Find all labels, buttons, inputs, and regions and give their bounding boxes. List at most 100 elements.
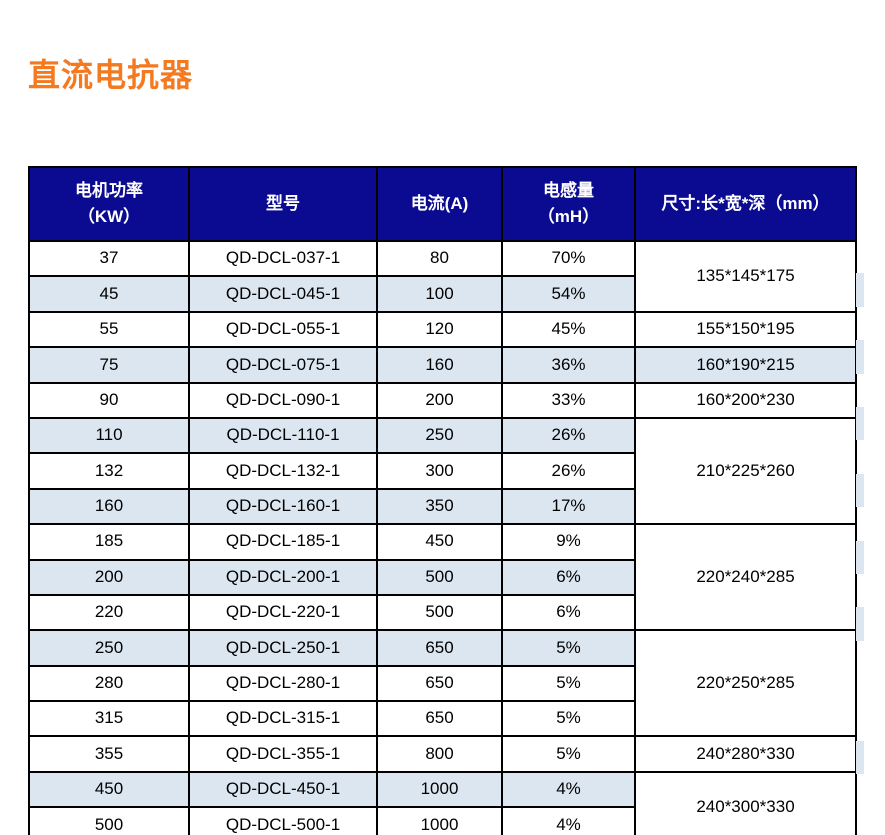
current-cell: 450 bbox=[376, 523, 503, 561]
edge-shading-segment bbox=[856, 740, 864, 775]
table-row: 250 QD-DCL-250-1 650 5% 220*250*285 bbox=[28, 629, 857, 738]
current-cell: 160 bbox=[376, 346, 503, 384]
power-cell: 185 bbox=[28, 523, 190, 561]
edge-shading-segment bbox=[856, 406, 864, 441]
size-cell: 210*225*260 bbox=[634, 416, 857, 526]
header-dimensions: 尺寸:长*宽*深（mm） bbox=[634, 166, 857, 242]
model-cell: QD-DCL-045-1 bbox=[188, 275, 378, 313]
model-cell: QD-DCL-280-1 bbox=[188, 664, 378, 703]
table-row: 55 QD-DCL-055-1 120 45% 155*150*195 bbox=[28, 310, 857, 349]
inductance-cell: 5% bbox=[501, 664, 636, 703]
edge-shading-segment bbox=[856, 774, 864, 807]
model-cell: QD-DCL-055-1 bbox=[188, 310, 378, 349]
power-cell: 250 bbox=[28, 629, 190, 667]
current-cell: 200 bbox=[376, 381, 503, 419]
edge-shading-segment bbox=[856, 641, 864, 674]
power-cell: 355 bbox=[28, 735, 190, 773]
inductance-cell: 33% bbox=[501, 381, 636, 419]
power-cell: 200 bbox=[28, 558, 190, 596]
model-cell: QD-DCL-450-1 bbox=[188, 770, 378, 809]
table-row: 315 QD-DCL-315-1 650 5% bbox=[28, 700, 856, 738]
size-cell: 240*300*330 bbox=[634, 770, 857, 835]
table-row: 220 QD-DCL-220-1 500 6% bbox=[28, 593, 856, 632]
current-cell: 650 bbox=[376, 629, 503, 667]
model-cell: QD-DCL-090-1 bbox=[188, 381, 378, 419]
current-cell: 650 bbox=[376, 700, 503, 738]
inductance-cell: 5% bbox=[501, 735, 636, 773]
size-cell: 240*280*330 bbox=[634, 735, 857, 773]
inductance-cell: 54% bbox=[501, 275, 636, 313]
power-cell: 75 bbox=[28, 346, 190, 384]
size-cell: 160*190*215 bbox=[634, 346, 857, 384]
inductance-cell: 45% bbox=[501, 310, 636, 349]
edge-shading-segment bbox=[856, 440, 864, 473]
power-cell: 55 bbox=[28, 310, 190, 349]
current-cell: 100 bbox=[376, 275, 503, 313]
table-row: 185 QD-DCL-185-1 450 9% 220*240*285 bbox=[28, 523, 857, 632]
model-cell: QD-DCL-160-1 bbox=[188, 487, 378, 526]
header-inductance: 电感量 （mH） bbox=[501, 166, 636, 242]
inductance-cell: 6% bbox=[501, 593, 636, 632]
power-cell: 450 bbox=[28, 770, 190, 809]
model-cell: QD-DCL-220-1 bbox=[188, 593, 378, 632]
current-cell: 1000 bbox=[376, 806, 503, 835]
model-cell: QD-DCL-250-1 bbox=[188, 629, 378, 667]
table-row: 45 QD-DCL-045-1 100 54% bbox=[28, 275, 856, 313]
current-cell: 650 bbox=[376, 664, 503, 703]
power-cell: 132 bbox=[28, 452, 190, 490]
size-cell: 160*200*230 bbox=[634, 381, 857, 419]
size-cell: 220*250*285 bbox=[634, 629, 857, 738]
model-cell: QD-DCL-037-1 bbox=[188, 239, 378, 278]
model-cell: QD-DCL-075-1 bbox=[188, 346, 378, 384]
table-header: 电机功率 （KW） 型号 电流(A) 电感量 （mH） 尺寸:长*宽*深（mm） bbox=[28, 166, 857, 242]
header-row: 电机功率 （KW） 型号 电流(A) 电感量 （mH） 尺寸:长*宽*深（mm） bbox=[28, 166, 857, 242]
model-cell: QD-DCL-132-1 bbox=[188, 452, 378, 490]
current-cell: 500 bbox=[376, 593, 503, 632]
edge-shading-segment bbox=[856, 240, 864, 273]
power-cell: 220 bbox=[28, 593, 190, 632]
edge-shading-segment bbox=[856, 707, 864, 740]
power-cell: 160 bbox=[28, 487, 190, 526]
edge-shading-segment bbox=[856, 674, 864, 707]
size-cell: 220*240*285 bbox=[634, 523, 857, 632]
current-cell: 1000 bbox=[376, 770, 503, 809]
edge-shading-segment bbox=[856, 273, 864, 307]
power-cell: 315 bbox=[28, 700, 190, 738]
inductance-cell: 5% bbox=[501, 629, 636, 667]
current-cell: 500 bbox=[376, 558, 503, 596]
table-row: 75 QD-DCL-075-1 160 36% 160*190*215 bbox=[28, 346, 857, 384]
header-motor-power: 电机功率 （KW） bbox=[28, 166, 190, 242]
inductance-cell: 36% bbox=[501, 346, 636, 384]
edge-shading-segment bbox=[856, 374, 864, 407]
header-current: 电流(A) bbox=[376, 166, 503, 242]
model-cell: QD-DCL-200-1 bbox=[188, 558, 378, 596]
power-cell: 90 bbox=[28, 381, 190, 419]
table-row: 37 QD-DCL-037-1 80 70% 135*145*175 bbox=[28, 239, 857, 313]
power-cell: 45 bbox=[28, 275, 190, 313]
size-cell: 135*145*175 bbox=[634, 240, 857, 313]
model-cell: QD-DCL-315-1 bbox=[188, 700, 378, 738]
current-cell: 120 bbox=[376, 310, 503, 349]
inductance-cell: 17% bbox=[501, 487, 636, 526]
table-row: 355 QD-DCL-355-1 800 5% 240*280*330 bbox=[28, 735, 857, 773]
inductance-cell: 26% bbox=[501, 452, 636, 490]
table-row: 200 QD-DCL-200-1 500 6% bbox=[28, 558, 856, 596]
table-row: 280 QD-DCL-280-1 650 5% bbox=[28, 664, 856, 703]
table-row: 90 QD-DCL-090-1 200 33% 160*200*230 bbox=[28, 381, 857, 419]
power-cell: 110 bbox=[28, 416, 190, 455]
table-edge-shading bbox=[856, 240, 864, 808]
model-cell: QD-DCL-110-1 bbox=[188, 416, 378, 455]
edge-shading-segment bbox=[856, 307, 864, 340]
power-cell: 37 bbox=[28, 239, 190, 278]
edge-shading-segment bbox=[856, 540, 864, 574]
inductance-cell: 6% bbox=[501, 558, 636, 596]
current-cell: 250 bbox=[376, 416, 503, 455]
inductance-cell: 4% bbox=[501, 806, 636, 835]
edge-shading-segment bbox=[856, 473, 864, 508]
current-cell: 800 bbox=[376, 735, 503, 773]
current-cell: 80 bbox=[376, 239, 503, 278]
edge-shading-segment bbox=[856, 340, 864, 374]
table-row: 450 QD-DCL-450-1 1000 4% 240*300*330 bbox=[28, 770, 857, 835]
power-cell: 280 bbox=[28, 664, 190, 703]
